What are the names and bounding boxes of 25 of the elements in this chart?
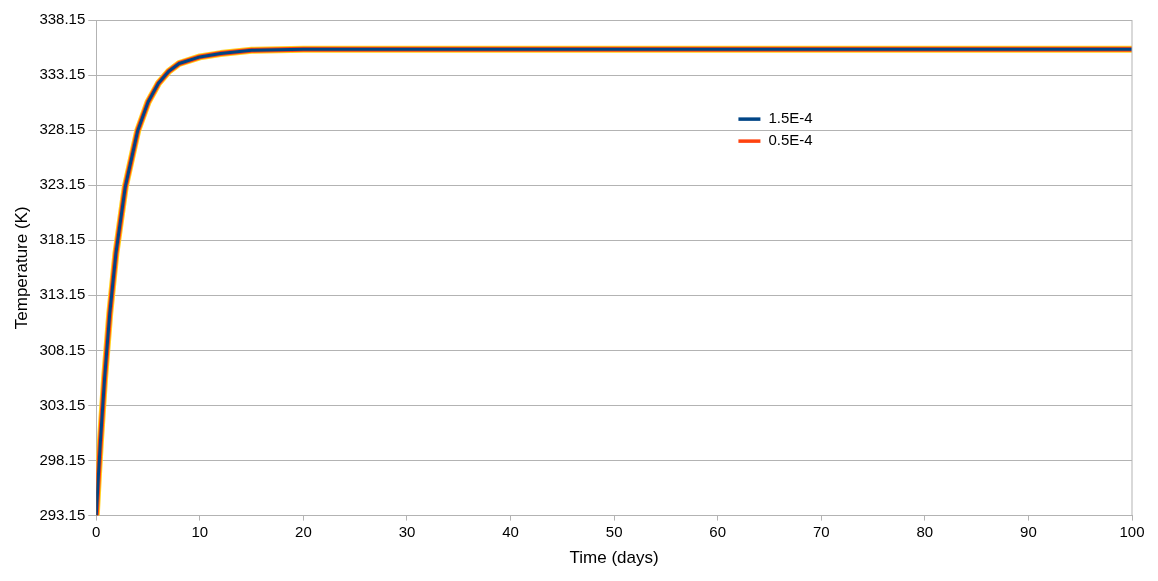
y-tick-label: 313.15 (39, 285, 86, 303)
x-tick-label: 0 (92, 522, 101, 540)
y-tick-label: 308.15 (39, 340, 86, 358)
y-tick-label: 298.15 (39, 450, 86, 468)
x-tick-label: 40 (502, 522, 519, 540)
y-tick-label: 303.15 (39, 395, 86, 413)
x-tick-label: 30 (398, 522, 416, 540)
x-tick-label: 70 (812, 522, 830, 540)
x-tick-label: 60 (709, 522, 727, 540)
x-tick-label: 90 (1020, 522, 1037, 540)
x-tick-label: 80 (916, 522, 934, 540)
legend-label: 1.5E-4 (768, 109, 813, 127)
y-axis-title: Temperature (K) (11, 206, 31, 330)
legend-label: 0.5E-4 (768, 131, 813, 149)
x-axis-title: Time (days) (569, 548, 659, 568)
y-tick-label: 318.15 (39, 230, 86, 248)
x-tick-label: 20 (295, 522, 312, 540)
x-tick-label: 10 (191, 522, 209, 540)
y-tick-label: 328.15 (39, 120, 86, 138)
y-tick-label: 338.15 (39, 10, 86, 28)
x-tick-label: 100 (1119, 522, 1145, 540)
y-tick-label: 293.15 (39, 505, 86, 523)
y-tick-label: 333.15 (39, 65, 86, 83)
y-tick-label: 323.15 (39, 175, 86, 193)
x-tick-label: 50 (605, 522, 623, 540)
